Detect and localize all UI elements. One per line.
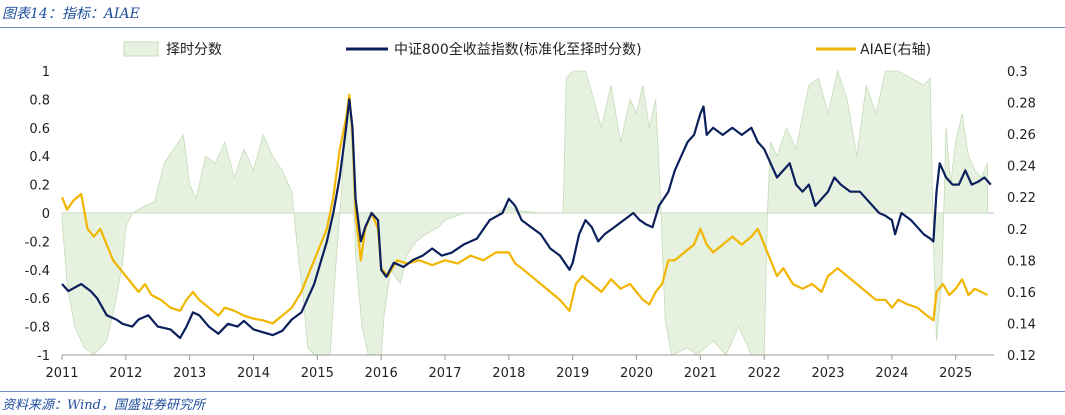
y-left-tick-label: 0.2 xyxy=(29,179,50,194)
y-left-tick-label: -0.4 xyxy=(25,264,50,279)
x-tick-label: 2024 xyxy=(875,366,908,381)
x-tick-label: 2013 xyxy=(173,366,206,381)
bottom-rule xyxy=(0,391,1065,392)
legend-label-aiae: AIAE(右轴) xyxy=(860,42,931,58)
figure-title: 图表14：指标：AIAE xyxy=(2,6,140,22)
y-left-tick-label: -0.2 xyxy=(25,235,50,250)
y-left-tick-label: -1 xyxy=(37,349,50,364)
x-tick-label: 2023 xyxy=(811,366,844,381)
legend: 择时分数 中证800全收益指数(标准化至择时分数) AIAE(右轴) xyxy=(123,41,931,58)
y-right-tick-label: 0.2 xyxy=(1007,223,1028,238)
y-left-tick-label: 0.6 xyxy=(29,122,50,137)
top-rule xyxy=(0,27,1065,28)
x-tick-label: 2025 xyxy=(939,366,972,381)
y-right-tick-label: 0.28 xyxy=(1007,97,1036,112)
y-left-tick-label: 0 xyxy=(42,207,50,222)
y-right-tick-label: 0.14 xyxy=(1007,317,1036,332)
y-left-tick-label: 0.4 xyxy=(29,150,50,165)
series-csi800-line xyxy=(61,98,992,340)
y-left-tick-label: 0.8 xyxy=(29,93,50,108)
x-tick-label: 2016 xyxy=(365,366,398,381)
legend-label-index: 中证800全收益指数(标准化至择时分数) xyxy=(394,41,642,58)
series-timing-score-area xyxy=(61,69,988,356)
y-left-tick-label: 1 xyxy=(42,65,50,80)
x-tick-label: 2015 xyxy=(301,366,334,381)
y-right-tick-label: 0.22 xyxy=(1007,191,1036,206)
x-tick-label: 2021 xyxy=(684,366,717,381)
x-tick-label: 2020 xyxy=(620,366,653,381)
y-left-tick-label: -0.8 xyxy=(25,321,50,336)
x-tick-label: 2012 xyxy=(109,366,142,381)
x-tick-label: 2011 xyxy=(45,366,78,381)
legend-swatch-timing xyxy=(123,41,159,57)
axes: 2011 2012 2013 2014 2015 2016 2017 2018 2019 2020… xyxy=(25,65,1036,381)
x-tick-label: 2017 xyxy=(428,366,461,381)
x-tick-label: 2014 xyxy=(237,366,270,381)
y-right-tick-label: 0.18 xyxy=(1007,254,1036,269)
x-tick-label: 2022 xyxy=(748,366,781,381)
aiae-chart: 择时分数 中证800全收益指数(标准化至择时分数) AIAE(右轴) 2011 2… xyxy=(25,41,1036,381)
y-right-tick-label: 0.24 xyxy=(1007,160,1036,175)
y-right-tick-label: 0.12 xyxy=(1007,349,1036,364)
legend-label-timing: 择时分数 xyxy=(166,42,222,58)
y-right-tick-label: 0.3 xyxy=(1007,65,1028,80)
plot-area xyxy=(60,69,994,356)
series-aiae-line xyxy=(60,93,989,325)
x-tick-label: 2019 xyxy=(556,366,589,381)
figure-source: 资料来源：Wind，国盛证券研究所 xyxy=(2,398,205,413)
y-right-tick-label: 0.26 xyxy=(1007,128,1036,143)
x-tick-label: 2018 xyxy=(492,366,525,381)
y-right-tick-label: 0.16 xyxy=(1007,286,1036,301)
y-left-tick-label: -0.6 xyxy=(25,292,50,307)
